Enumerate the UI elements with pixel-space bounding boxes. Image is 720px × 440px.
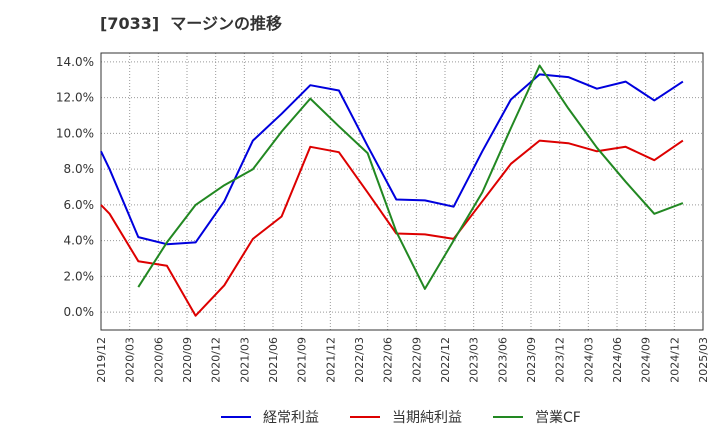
x-tick-label: 2022/09 [410,337,423,383]
x-tick-label: 2023/06 [496,337,509,383]
series-line-2 [100,139,684,317]
x-tick-label: 2021/12 [324,337,337,383]
legend-swatch [350,416,380,418]
y-tick-label: 0.0% [64,305,95,319]
x-tick-label: 2021/09 [296,337,309,383]
x-tick-label: 2020/03 [124,337,137,383]
x-tick-label: 2025/03 [697,337,710,383]
chart-title: [7033] マージンの推移 [100,14,282,33]
x-tick-label: 2024/12 [668,337,681,383]
legend-item-2: 当期純利益 [350,405,462,429]
x-tick-label: 2020/06 [152,337,165,383]
x-tick-label: 2024/09 [640,337,653,383]
x-tick-label: 2019/12 [95,337,108,383]
y-tick-label: 6.0% [64,198,95,212]
x-tick-label: 2022/12 [439,337,452,383]
x-tick-label: 2023/09 [525,337,538,383]
x-tick-label: 2024/03 [582,337,595,383]
y-tick-label: 4.0% [64,234,95,248]
legend-swatch [221,416,251,418]
chart-legend: 経常利益 当期純利益 営業CF [0,405,720,429]
x-tick-label: 2024/06 [611,337,624,383]
plot-frame [100,52,704,331]
legend-item-1: 経常利益 [221,405,319,429]
legend-item-3: 営業CF [493,405,581,429]
x-tick-label: 2021/03 [238,337,251,383]
x-tick-label: 2021/06 [267,337,280,383]
line-chart: 14.0% 12.0% 10.0% 8.0% 6.0% 4.0% 2.0% 0.0% 2019/… [56,52,710,383]
y-tick-label: 14.0% [56,55,94,69]
x-tick-label: 2020/09 [181,337,194,383]
x-tick-label: 2022/03 [353,337,366,383]
legend-label: 当期純利益 [392,410,462,426]
legend-label: 経常利益 [263,410,319,426]
series-line-1 [100,73,684,246]
y-tick-label: 2.0% [64,269,95,283]
x-tick-label: 2022/06 [382,337,395,383]
y-tick-label: 10.0% [56,126,94,140]
y-tick-label: 12.0% [56,91,94,105]
x-tick-label: 2023/03 [468,337,481,383]
plot-area [101,53,703,330]
legend-swatch [493,416,523,418]
x-tick-label: 2020/12 [210,337,223,383]
legend-label: 営業CF [535,410,581,426]
y-tick-label: 8.0% [64,162,95,176]
x-tick-label: 2023/12 [554,337,567,383]
series-line-3 [137,64,684,290]
